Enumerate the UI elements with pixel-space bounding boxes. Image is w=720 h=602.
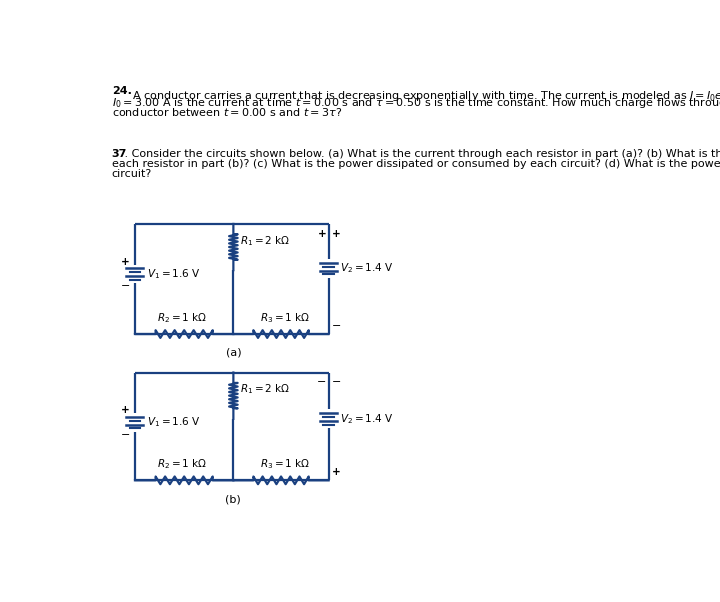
Text: each resistor in part (b)? (c) What is the power dissipated or consumed by each : each resistor in part (b)? (c) What is t… <box>112 160 720 169</box>
Text: −: − <box>317 377 326 387</box>
Text: $R_1 = 2$ k$\Omega$: $R_1 = 2$ k$\Omega$ <box>240 234 291 248</box>
Text: +: + <box>332 467 341 477</box>
Text: 37: 37 <box>112 149 127 160</box>
Text: +: + <box>121 256 130 267</box>
Text: −: − <box>121 430 130 440</box>
Text: $R_2 = 1$ k$\Omega$: $R_2 = 1$ k$\Omega$ <box>157 458 207 471</box>
Text: $V_1 = 1.6$ V: $V_1 = 1.6$ V <box>147 267 200 281</box>
Text: $R_2 = 1$ k$\Omega$: $R_2 = 1$ k$\Omega$ <box>157 311 207 325</box>
Text: $R_3 = 1$ k$\Omega$: $R_3 = 1$ k$\Omega$ <box>260 458 310 471</box>
Text: −: − <box>121 281 130 291</box>
Text: $V_2 = 1.4$ V: $V_2 = 1.4$ V <box>341 412 394 426</box>
Text: −: − <box>332 377 341 387</box>
Text: $V_1 = 1.6$ V: $V_1 = 1.6$ V <box>147 416 200 429</box>
Text: $R_3 = 1$ k$\Omega$: $R_3 = 1$ k$\Omega$ <box>260 311 310 325</box>
Text: $I_0 = 3.00$ A is the current at time $t = 0.00$ s and $\tau = 0.50$ s is the ti: $I_0 = 3.00$ A is the current at time $t… <box>112 96 720 110</box>
Text: +: + <box>332 229 341 238</box>
Text: +: + <box>121 405 130 415</box>
Text: (a): (a) <box>225 348 241 358</box>
Text: −: − <box>332 321 341 331</box>
Text: circuit?: circuit? <box>112 169 152 179</box>
Text: $V_2 = 1.4$ V: $V_2 = 1.4$ V <box>341 262 394 276</box>
Text: +: + <box>318 229 326 238</box>
Text: $R_1 = 2$ k$\Omega$: $R_1 = 2$ k$\Omega$ <box>240 383 291 396</box>
Text: conductor between $t = 0.00$ s and $t = 3\tau$?: conductor between $t = 0.00$ s and $t = … <box>112 106 342 118</box>
Text: (b): (b) <box>225 494 241 504</box>
Text: . Consider the circuits shown below. (a) What is the current through each resist: . Consider the circuits shown below. (a)… <box>121 149 720 160</box>
Text: A conductor carries a current that is decreasing exponentially with time. The cu: A conductor carries a current that is de… <box>129 86 720 105</box>
Text: 24.: 24. <box>112 86 132 96</box>
